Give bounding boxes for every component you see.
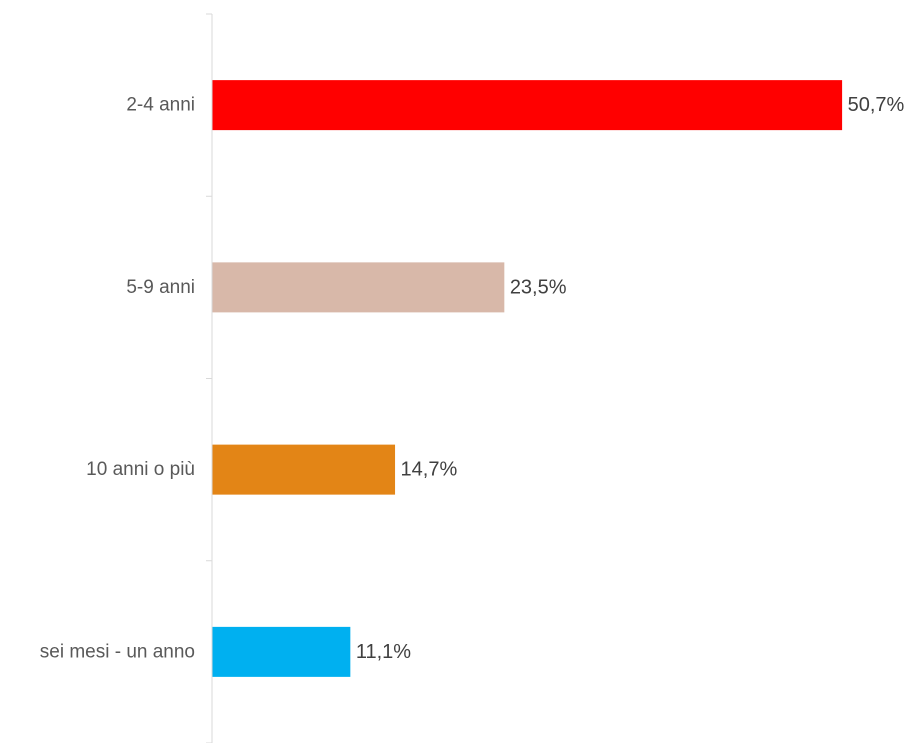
bar — [212, 262, 505, 313]
bar — [212, 626, 351, 677]
axis-ticks — [206, 13, 212, 743]
category-label: sei mesi - un anno — [40, 641, 195, 662]
data-label: 23,5% — [510, 276, 567, 298]
data-label: 11,1% — [356, 641, 411, 663]
data-label: 50,7% — [848, 94, 905, 116]
category-labels-group: 2-4 anni 5-9 anni 10 anni o più sei mesi - … — [40, 95, 195, 663]
bar — [212, 444, 396, 495]
data-labels-group: 50,7% 23,5% 14,7% 11,1% — [356, 94, 905, 663]
data-label: 14,7% — [401, 459, 458, 481]
bar — [212, 80, 843, 131]
category-label: 10 anni o più — [86, 459, 195, 480]
bars-group — [212, 80, 843, 677]
category-label: 2-4 anni — [126, 95, 195, 116]
category-label: 5-9 anni — [126, 277, 195, 298]
